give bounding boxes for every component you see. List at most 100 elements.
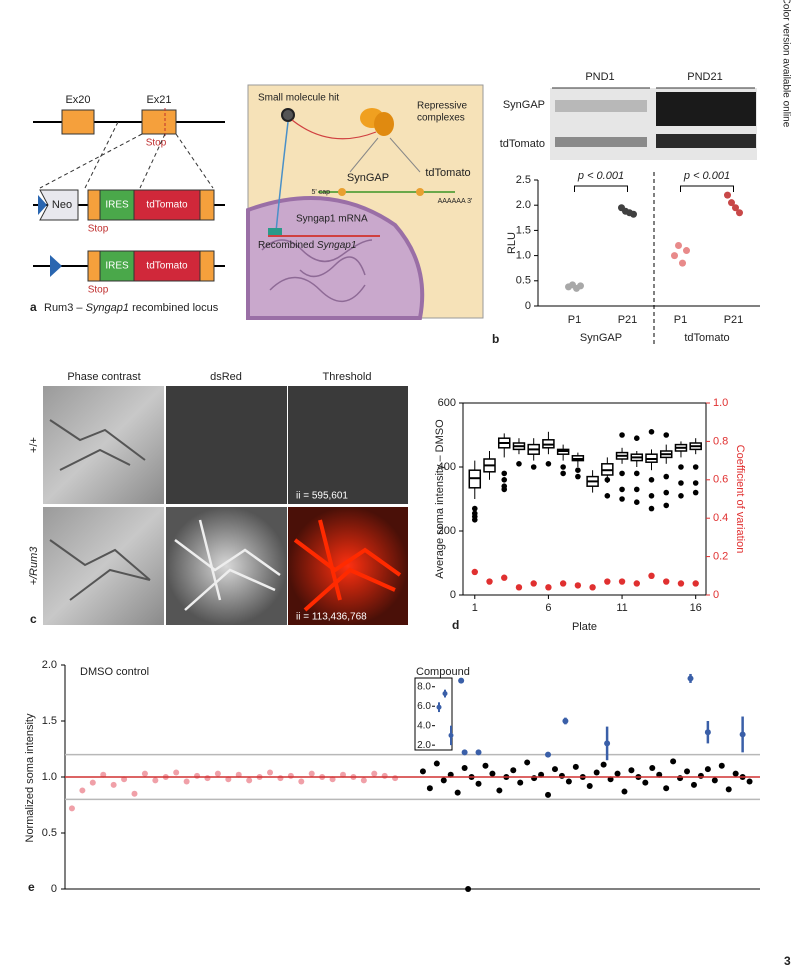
- exon: [87, 189, 101, 221]
- cv-dot: [677, 580, 685, 587]
- inset-tick-label: 4.0: [417, 720, 431, 731]
- tdtomato: [133, 189, 201, 221]
- group-label: tdTomato: [684, 332, 729, 344]
- outlier: [663, 489, 670, 496]
- point: [381, 772, 388, 779]
- x-tick-label: 11: [616, 602, 627, 614]
- outlier: [678, 493, 684, 499]
- outlier: [575, 473, 581, 480]
- inset-point: [436, 704, 442, 710]
- point: [642, 779, 649, 786]
- neo-cassette: [39, 189, 79, 221]
- point: [465, 886, 472, 892]
- count-label: ii = 113,436,768: [296, 612, 367, 623]
- inset-point: [448, 732, 454, 738]
- micrograph: [43, 507, 164, 625]
- neurites: [49, 419, 151, 601]
- outlier: [678, 464, 684, 470]
- panel-label: c: [30, 612, 37, 626]
- point: [684, 768, 691, 775]
- annotation: p < 0.001: [577, 170, 624, 182]
- y-tick-label: 200: [438, 525, 456, 537]
- x-tick-label: 6: [545, 602, 551, 614]
- cv-dot: [471, 568, 478, 576]
- outlier: [619, 486, 625, 493]
- row-label: +/Rum3: [28, 546, 40, 586]
- point: [649, 765, 656, 772]
- point: [482, 762, 489, 769]
- point: [718, 762, 725, 769]
- reporter-label: tdTomato: [146, 261, 188, 272]
- band: [656, 92, 756, 126]
- point: [628, 767, 635, 774]
- ires-label: IRES: [105, 261, 129, 272]
- point: [586, 782, 593, 789]
- point: [562, 718, 569, 724]
- point: [461, 749, 468, 756]
- outlier: [604, 493, 611, 499]
- dot: [630, 210, 637, 218]
- exon: [199, 189, 215, 221]
- point: [68, 805, 75, 812]
- western-blot: PND1 PND21 SynGAP tdTomato: [500, 71, 757, 160]
- cv-dot: [574, 582, 582, 589]
- outlier: [619, 470, 625, 477]
- dot: [683, 247, 690, 255]
- x-tick-label: P21: [724, 314, 744, 326]
- cv-dot: [515, 584, 523, 591]
- point: [173, 769, 180, 776]
- outlier: [575, 467, 581, 474]
- y-tick-label: 0: [51, 883, 57, 895]
- outlier: [619, 432, 625, 438]
- outlier: [560, 470, 566, 477]
- panel-a: Ex20 Ex21 Stop Neo IRES tdTomato Stop IR…: [30, 94, 225, 314]
- point: [371, 770, 378, 777]
- annotation: p < 0.001: [683, 170, 730, 182]
- inset-tick-label: 6.0: [417, 701, 431, 712]
- point: [152, 777, 159, 784]
- point: [677, 775, 684, 782]
- ribosome: [338, 188, 346, 196]
- row-label: SynGAP: [503, 99, 545, 111]
- cv-dot: [604, 578, 611, 585]
- cv-dot: [633, 580, 640, 587]
- point: [433, 760, 440, 767]
- point: [489, 770, 496, 777]
- connector: [139, 133, 166, 189]
- plot-frame: [462, 402, 707, 596]
- y-axis-label: Normalized soma intensity: [24, 713, 36, 842]
- group-label: SynGAP: [580, 332, 622, 344]
- tdtomato-label: tdTomato: [425, 167, 470, 179]
- caption-part: Rum3 –: [44, 302, 86, 314]
- dot: [675, 242, 682, 250]
- y2-axis-label: Coefficient of variation: [734, 445, 746, 554]
- reporter-label: tdTomato: [146, 200, 188, 211]
- point: [89, 779, 96, 786]
- outlier: [530, 464, 537, 470]
- point: [558, 772, 565, 779]
- point: [510, 767, 517, 774]
- y2-tick-label: 0.2: [713, 551, 728, 563]
- stop-label: Stop: [88, 224, 109, 235]
- point: [110, 781, 117, 788]
- outlier: [678, 480, 684, 486]
- small-molecule: [281, 108, 295, 122]
- mrna-label: Syngap1 mRNA: [296, 214, 368, 225]
- column-label: dsRed: [210, 371, 242, 383]
- outlier: [692, 480, 699, 486]
- outlier: [619, 496, 625, 502]
- caption: Rum3 – Syngap1 recombined locus: [44, 302, 219, 314]
- y-tick-label: 1.0: [516, 250, 531, 262]
- outlier: [471, 517, 478, 523]
- cv-dot: [501, 574, 508, 581]
- band: [555, 137, 647, 147]
- x-tick-label: 1: [472, 602, 478, 614]
- panel-label: d: [452, 618, 459, 632]
- outlier: [560, 464, 566, 470]
- y2-tick-label: 1.0: [713, 397, 728, 409]
- point: [517, 779, 524, 786]
- exon-label: Ex20: [65, 94, 90, 106]
- caption-part: recombined locus: [129, 302, 219, 314]
- cv-dot: [618, 578, 626, 585]
- point: [475, 749, 482, 756]
